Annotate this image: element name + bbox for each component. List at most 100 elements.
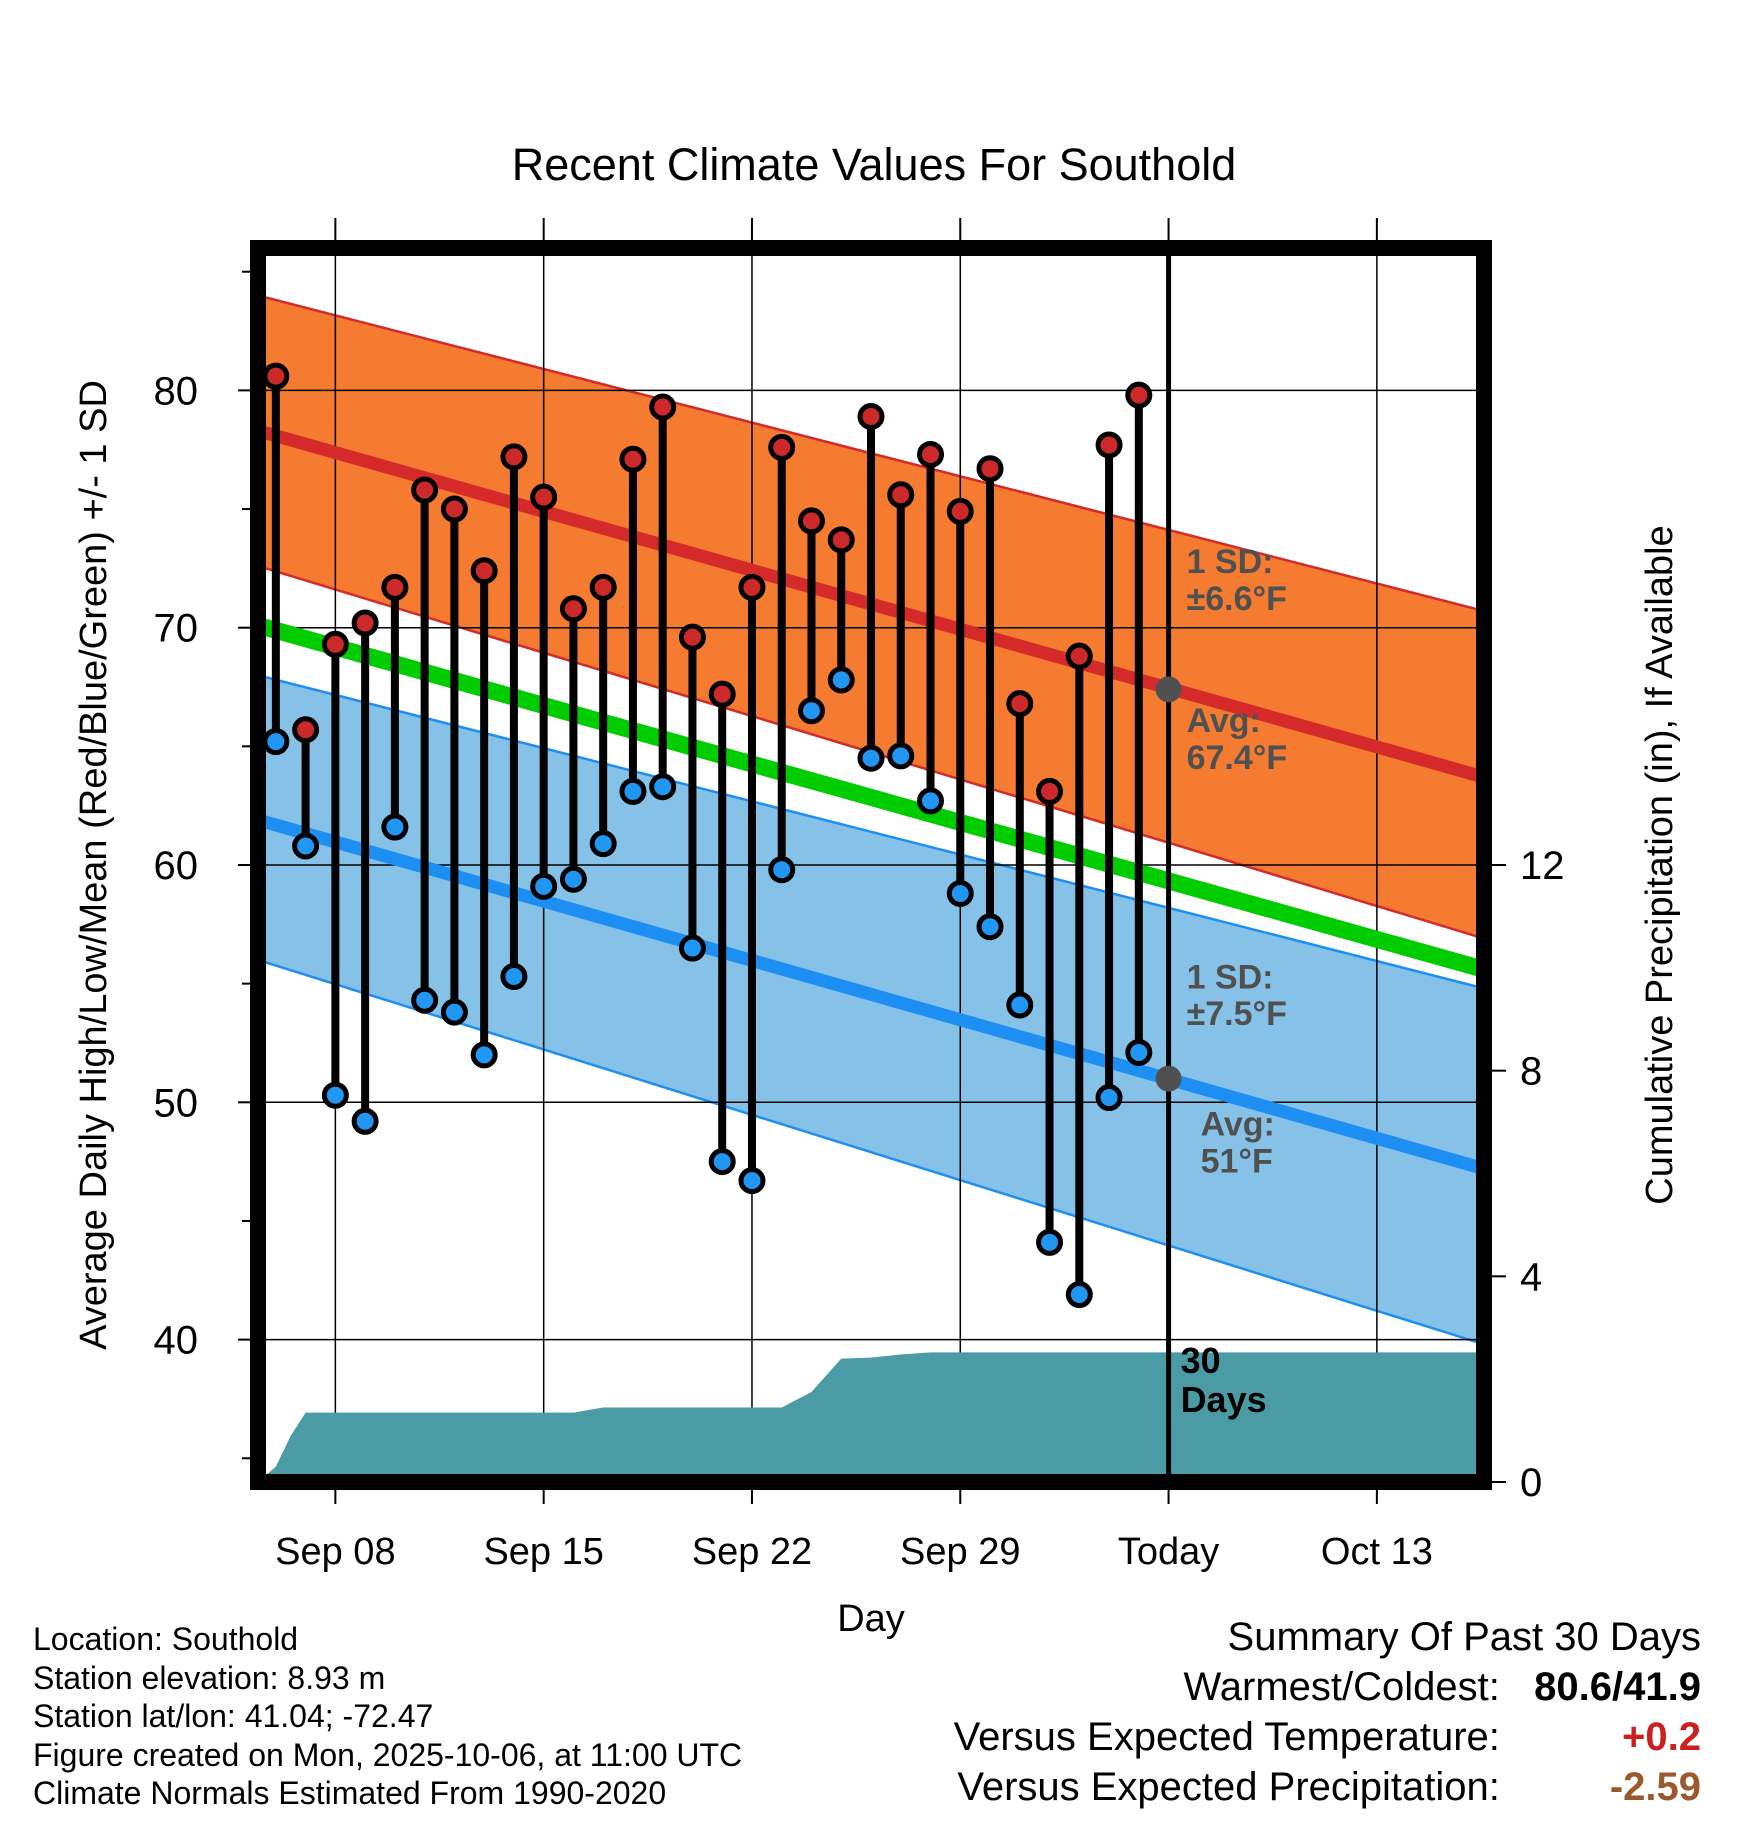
high-sd-annotation: 1 SD: ±6.6°F <box>1187 543 1287 618</box>
daily-low-point <box>708 1148 736 1176</box>
daily-low-point <box>768 856 796 884</box>
low-normal-line <box>258 813 1484 1176</box>
daily-high-point <box>292 716 320 744</box>
daily-high-point <box>976 455 1004 483</box>
daily-high-point <box>738 573 766 601</box>
low-sd-band <box>258 675 1484 1345</box>
daily-high-point <box>887 481 915 509</box>
y2-tick-label: 0 <box>1520 1461 1542 1505</box>
daily-low-point <box>827 666 855 694</box>
daily-low-point <box>976 913 1004 941</box>
daily-high-point <box>708 680 736 708</box>
daily-high-point <box>1006 690 1034 718</box>
daily-low-point <box>530 872 558 900</box>
daily-high-point <box>1095 431 1123 459</box>
warm-cold-value: 80.6/41.9 <box>1534 1665 1701 1709</box>
y-tick-label: 40 <box>154 1319 199 1363</box>
low-band-lower-edge <box>258 958 1484 1346</box>
daily-low-point <box>857 744 885 772</box>
daily-low-point <box>619 777 647 805</box>
today-high-avg-point <box>1155 676 1182 703</box>
daily-high-point <box>768 433 796 461</box>
daily-low-point <box>500 963 528 991</box>
mean-normal-line <box>258 617 1484 978</box>
daily-high-point <box>500 443 528 471</box>
x-tick-label: Sep 15 <box>483 1531 603 1573</box>
temp-value: +0.2 <box>1622 1715 1701 1759</box>
y-tick-label: 70 <box>154 607 199 651</box>
chart-title: Recent Climate Values For Southold <box>512 139 1237 190</box>
y2-tick-label: 8 <box>1520 1050 1542 1094</box>
daily-low-point <box>797 697 825 725</box>
station-info: Location: Southold Station elevation: 8.… <box>33 1620 742 1813</box>
daily-low-point <box>589 830 617 858</box>
daily-high-point <box>411 476 439 504</box>
daily-low-point <box>1095 1084 1123 1112</box>
daily-low-point <box>887 742 915 770</box>
high-avg-annotation: Avg: 67.4°F <box>1187 702 1288 777</box>
daily-high-point <box>262 362 290 390</box>
daily-high-point <box>649 393 677 421</box>
daily-high-point <box>917 440 945 468</box>
daily-high-point <box>1125 381 1153 409</box>
daily-low-point <box>649 773 677 801</box>
days-annotation: 30 Days <box>1181 1340 1267 1420</box>
daily-high-point <box>351 609 379 637</box>
daily-high-point <box>530 483 558 511</box>
daily-high-point <box>321 630 349 658</box>
daily-high-point <box>678 623 706 651</box>
precip-area <box>258 1352 1484 1482</box>
daily-high-point <box>440 495 468 523</box>
daily-high-point <box>857 402 885 430</box>
daily-low-point <box>1036 1228 1064 1256</box>
daily-high-point <box>381 573 409 601</box>
daily-high-point <box>827 526 855 554</box>
summary-warm-cold: Warmest/Coldest: 80.6/41.9 <box>954 1662 1702 1712</box>
summary-precip: Versus Expected Precipitation: -2.59 <box>954 1762 1701 1812</box>
daily-low-point <box>351 1107 379 1135</box>
summary-temp: Versus Expected Temperature: +0.2 <box>954 1712 1701 1762</box>
y-tick-label: 80 <box>154 369 199 413</box>
y2-tick-label: 4 <box>1520 1255 1542 1299</box>
y-tick-label: 50 <box>154 1081 199 1125</box>
daily-low-point <box>321 1081 349 1109</box>
plot-area <box>258 248 1484 1482</box>
daily-low-point <box>917 787 945 815</box>
precip-label: Versus Expected Precipitation: <box>957 1765 1500 1809</box>
daily-low-point <box>411 986 439 1014</box>
info-elevation: Station elevation: 8.93 m <box>33 1659 386 1696</box>
x-tick-label: Sep 08 <box>275 1531 395 1573</box>
daily-low-point <box>381 813 409 841</box>
y-axis-label: Average Daily High/Low/Mean (Red/Blue/Gr… <box>73 380 115 1350</box>
daily-high-point <box>619 445 647 473</box>
summary-heading: Summary Of Past 30 Days <box>1227 1615 1701 1659</box>
daily-high-point <box>470 557 498 585</box>
daily-low-point <box>1065 1281 1093 1309</box>
y2-tick-label: 12 <box>1520 844 1565 888</box>
x-tick-label: Sep 29 <box>900 1531 1020 1573</box>
x-axis-label: Day <box>837 1598 905 1640</box>
daily-high-point <box>1036 777 1064 805</box>
low-sd-annotation: 1 SD: ±7.5°F <box>1187 958 1287 1033</box>
info-latlon: Station lat/lon: 41.04; -72.47 <box>33 1698 434 1734</box>
axes: 40 50 60 70 80 0 4 8 12 Sep 08 Sep 15 Sep 22 Sep 29 T… <box>154 218 1565 1573</box>
daily-low-point <box>946 879 974 907</box>
low-avg-annotation: Avg: 51°F <box>1201 1106 1275 1181</box>
summary-panel: Summary Of Past 30 Days Warmest/Coldest:… <box>954 1612 1701 1812</box>
daily-low-point <box>440 998 468 1026</box>
low-band-upper-edge <box>258 673 1484 990</box>
daily-high-point <box>559 595 587 623</box>
temp-label: Versus Expected Temperature: <box>953 1715 1500 1759</box>
x-tick-label: Oct 13 <box>1321 1531 1433 1573</box>
info-created: Figure created on Mon, 2025-10-06, at 11… <box>33 1736 743 1773</box>
daily-low-point <box>292 832 320 860</box>
plot-frame <box>250 240 1492 1490</box>
x-tick-label: Sep 22 <box>692 1531 812 1573</box>
x-tick-label: Today <box>1118 1531 1219 1573</box>
info-location: Location: Southold <box>33 1621 299 1657</box>
daily-low-point <box>738 1167 766 1195</box>
daily-low-point <box>470 1041 498 1069</box>
daily-high-point <box>1065 642 1093 670</box>
daily-low-point <box>1125 1038 1153 1066</box>
